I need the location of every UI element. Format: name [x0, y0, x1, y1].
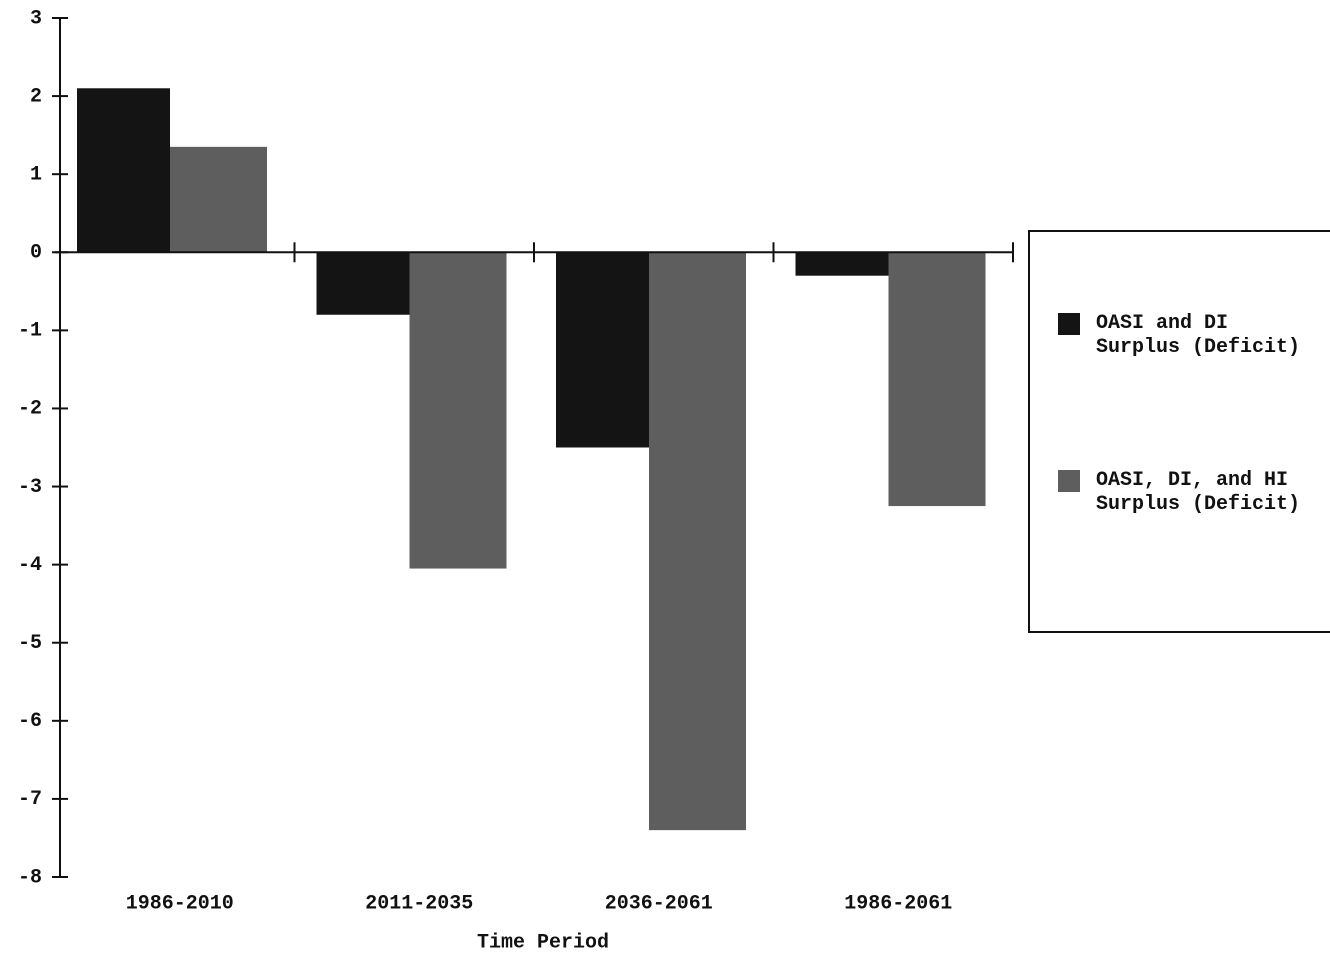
- y-tick-label: -5: [18, 632, 42, 655]
- y-tick-label: -1: [18, 320, 42, 343]
- bar: [795, 252, 889, 276]
- x-tick-label: 1986-2061: [844, 892, 952, 915]
- bar: [649, 252, 746, 831]
- bar: [170, 146, 267, 253]
- legend: OASI and DI Surplus (Deficit) OASI, DI, a…: [1028, 230, 1330, 633]
- bar: [556, 252, 649, 448]
- legend-label: OASI and DI Surplus (Deficit): [1096, 312, 1301, 359]
- bar: [316, 252, 410, 315]
- y-tick-label: 3: [30, 7, 42, 30]
- y-tick-label: 1: [30, 163, 42, 186]
- legend-swatch: [1058, 470, 1080, 492]
- y-tick-label: 0: [30, 242, 42, 265]
- bar: [77, 88, 170, 253]
- legend-label: OASI, DI, and HI Surplus (Deficit): [1096, 469, 1301, 516]
- y-tick-label: -2: [18, 398, 42, 421]
- bar: [409, 252, 507, 569]
- x-tick-label: 2036-2061: [605, 892, 713, 915]
- y-tick-label: -3: [18, 476, 42, 499]
- y-tick-label: -7: [18, 788, 42, 811]
- x-tick-label: 2011-2035: [365, 892, 473, 915]
- legend-swatch: [1058, 313, 1080, 335]
- x-axis-title: Time Period: [477, 931, 609, 954]
- y-tick-label: -4: [18, 554, 42, 577]
- y-tick-label: 2: [30, 85, 42, 108]
- x-tick-label: 1986-2010: [126, 892, 234, 915]
- y-tick-label: -8: [18, 866, 42, 889]
- bar: [888, 252, 986, 507]
- legend-entry: OASI, DI, and HI Surplus (Deficit): [1058, 469, 1306, 517]
- y-tick-label: -6: [18, 710, 42, 733]
- legend-entry: OASI and DI Surplus (Deficit): [1058, 312, 1306, 360]
